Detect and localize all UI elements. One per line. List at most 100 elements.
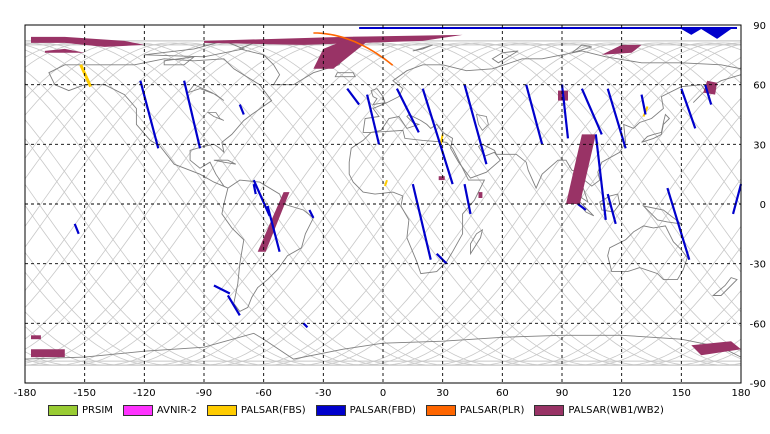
fbd-swath [252, 183, 257, 195]
coastline [470, 228, 484, 256]
legend-label: PALSAR(FBS) [240, 404, 306, 416]
lat-lon-grid [25, 25, 741, 383]
legend-swatch [534, 404, 565, 416]
legend: PRSIM AVNIR-2 PALSAR(FBS) PALSAR(FBD) PA… [48, 402, 674, 418]
fbd-swath [252, 179, 271, 217]
plr-swath [313, 32, 394, 66]
lon-tick: -180 [14, 388, 37, 399]
fbd-swath [346, 87, 361, 106]
fbd-swath [704, 84, 713, 105]
fbd-swath [411, 183, 432, 260]
coastline [348, 129, 486, 275]
lat-tick: -30 [750, 260, 766, 271]
fbd-swath [580, 88, 603, 135]
lon-tick: 60 [496, 388, 509, 399]
fbd-swath [606, 193, 617, 225]
coastline [642, 205, 683, 225]
lake-outline [186, 84, 225, 101]
lake-outline [475, 113, 489, 132]
lat-tick: -60 [750, 319, 766, 330]
lon-tick: 180 [731, 388, 750, 399]
wb-swath [566, 134, 596, 204]
fbd-swath [308, 209, 315, 219]
coastline [571, 44, 592, 54]
wb-swath [691, 341, 741, 356]
latitude-tick-labels: 90 60 30 0 -30 -60 -90 [750, 21, 766, 390]
wb-swath [204, 34, 463, 45]
lon-tick: -120 [133, 388, 156, 399]
lon-tick: -150 [73, 388, 96, 399]
orbit-tracks [24, 40, 742, 366]
legend-label: PALSAR(PLR) [459, 404, 525, 416]
lon-tick: -90 [196, 388, 212, 399]
legend-item-avnir2: AVNIR-2 [122, 404, 197, 416]
fbd-swath [680, 88, 697, 129]
wb-swath [44, 48, 85, 53]
legend-swatch [122, 404, 153, 416]
fbd-swath [302, 322, 309, 329]
coastline [213, 159, 237, 165]
wb-swath [313, 36, 374, 69]
fbs-swath [384, 179, 388, 187]
fbd-swath [594, 134, 607, 221]
legend-item-palsar-wb: PALSAR(WB1/WB2) [534, 404, 664, 416]
coastline [48, 58, 273, 189]
lake-outline [206, 112, 225, 121]
fbd-swath [213, 284, 231, 295]
fbd-swath [731, 183, 743, 215]
fbd-swath [139, 80, 160, 149]
legend-swatch [206, 404, 237, 416]
legend-item-palsar-fbs: PALSAR(FBS) [206, 404, 306, 416]
fbd-swath [701, 29, 732, 39]
lon-tick: 90 [556, 388, 569, 399]
lon-tick: 30 [436, 388, 449, 399]
fbd-swath [395, 88, 420, 133]
fbd-swath [525, 84, 544, 145]
coastline [362, 50, 742, 204]
legend-item-palsar-plr: PALSAR(PLR) [425, 404, 525, 416]
wb-swath [478, 192, 483, 198]
coastline [491, 50, 519, 64]
fbd-swath [666, 187, 691, 261]
fbd-swath [366, 94, 381, 145]
lon-tick: 0 [380, 388, 386, 399]
coastline [607, 225, 688, 281]
fbd-swath [577, 203, 587, 211]
map-frame [24, 24, 742, 384]
fbd-swath [421, 88, 454, 185]
lat-tick: 0 [760, 200, 766, 211]
coastline [370, 88, 386, 106]
coastline [334, 72, 356, 78]
legend-label: PRSIM [82, 404, 113, 416]
longitude-tick-labels: -180 -150 -120 -90 -60 -30 0 30 60 90 12… [14, 388, 751, 399]
lat-tick: -90 [750, 379, 766, 390]
legend-swatch [425, 404, 456, 416]
lon-tick: -60 [255, 388, 271, 399]
fbd-swath [266, 205, 281, 253]
lat-tick: 30 [753, 140, 766, 151]
fbd-swath [463, 183, 472, 215]
lat-tick: 60 [753, 81, 766, 92]
wb-swath [257, 192, 290, 252]
orbit-track [24, 42, 742, 366]
wb-swath [31, 349, 65, 358]
legend-swatch [48, 404, 78, 416]
fbd-swath [463, 84, 488, 165]
fbd-swath [606, 88, 627, 149]
coastline [163, 56, 196, 66]
wb-swath [438, 176, 445, 181]
lat-tick: 90 [753, 21, 766, 32]
wb-swath [31, 335, 41, 340]
legend-item-palsar-fbd: PALSAR(FBD) [315, 404, 416, 416]
lon-tick: -30 [315, 388, 331, 399]
fbd-swath [560, 84, 570, 139]
fbd-swath [359, 27, 737, 35]
fbs-swath [79, 64, 92, 88]
legend-item-prsim: PRSIM [48, 404, 113, 416]
fbd-swath [435, 252, 448, 265]
lon-tick: 150 [672, 388, 691, 399]
coastline [711, 277, 738, 296]
lon-tick: 120 [612, 388, 631, 399]
